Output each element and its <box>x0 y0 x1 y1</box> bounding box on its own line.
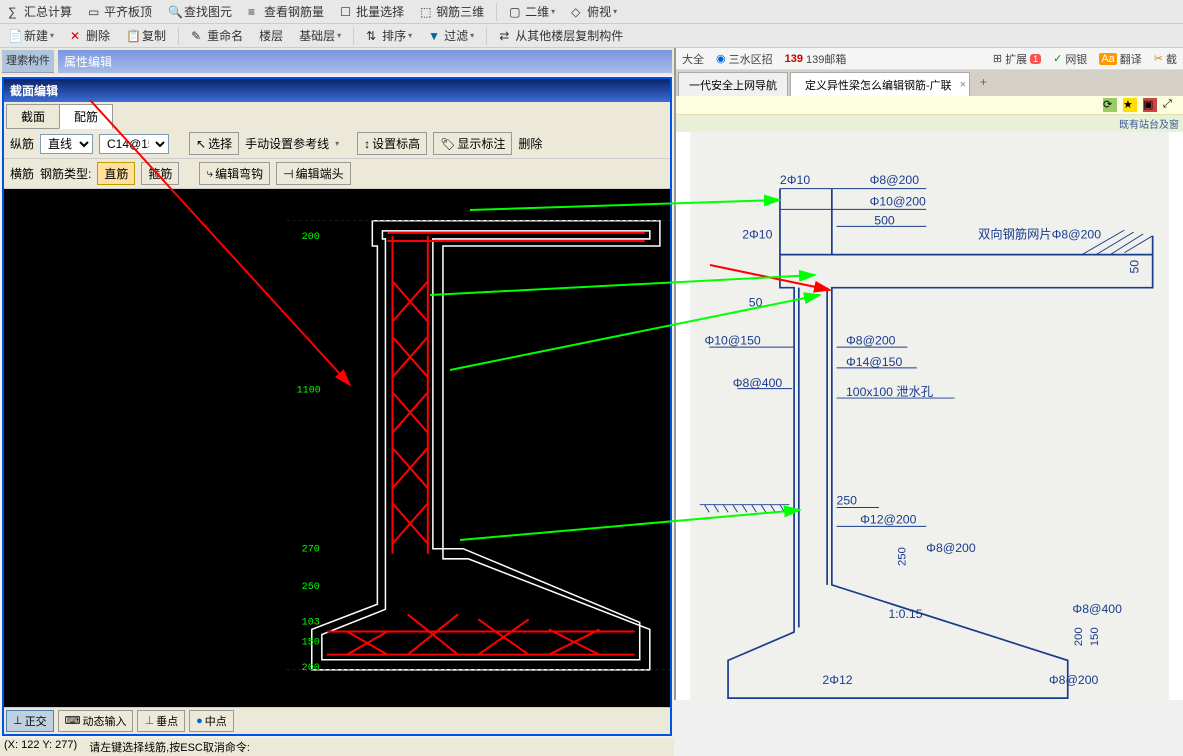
elev-btn[interactable]: ↕设置标高 <box>357 132 427 155</box>
svg-text:Φ8@200: Φ8@200 <box>1049 673 1099 687</box>
tab-close-icon[interactable]: × <box>960 79 966 91</box>
ext-translate[interactable]: Aa翻译 <box>1099 51 1141 67</box>
transbar-label: 横筋 <box>10 165 34 182</box>
dialog-tabs: 截面 配筋 <box>4 102 670 129</box>
svg-text:250: 250 <box>896 547 908 566</box>
browser-ext-bar: 大全 ◉三水区招 139139邮箱 ⊞扩展1 ✓网银 Aa翻译 ✂截 <box>676 48 1183 70</box>
main-toolbar-1: ∑汇总计算 ▭平齐板顶 🔍查找图元 ≡查看钢筋量 ☐批量选择 ⬚钢筋三维 ▢二维… <box>0 0 1183 24</box>
svg-text:Φ14@150: Φ14@150 <box>846 355 902 369</box>
tb-filter[interactable]: ▼过滤▾ <box>424 26 478 45</box>
svg-text:103: 103 <box>302 617 320 628</box>
ortho-btn[interactable]: ⊥正交 <box>6 710 54 732</box>
svg-text:200: 200 <box>302 232 320 243</box>
svg-text:Φ8@200: Φ8@200 <box>926 541 976 555</box>
main-toolbar-2: 📄新建▾ ✕删除 📋复制 ✎重命名 楼层 基础层▾ ⇅排序▾ ▼过滤▾ ⇄从其他… <box>0 24 1183 48</box>
svg-text:Φ10@150: Φ10@150 <box>704 333 760 347</box>
svg-text:50: 50 <box>1127 260 1141 274</box>
addr-bar-hint: ⟳ ★ ▣ ⤢ <box>676 96 1183 115</box>
tb-rebar-view[interactable]: ≡查看钢筋量 <box>244 2 328 21</box>
svg-text:Φ12@200: Φ12@200 <box>860 513 916 527</box>
tb-delete[interactable]: ✕删除 <box>66 26 114 45</box>
tb-copy-from[interactable]: ⇄从其他楼层复制构件 <box>495 26 627 45</box>
tb-new[interactable]: 📄新建▾ <box>4 26 58 45</box>
tb-view-persp[interactable]: ◇俯视▾ <box>567 2 621 21</box>
section-edit-dialog: 截面编辑 截面 配筋 纵筋 直线 C14@150 ↖选择 手动设置参考线▾ ↕设… <box>2 77 672 736</box>
browser-tabs: 一代安全上网导航 定义异性梁怎么编辑钢筋-广联 × + <box>676 70 1183 96</box>
dialog-title: 截面编辑 <box>4 79 670 102</box>
svg-text:100x100 泄水孔: 100x100 泄水孔 <box>846 385 933 399</box>
svg-text:150: 150 <box>1089 627 1101 646</box>
tab-rebar[interactable]: 配筋 <box>59 104 113 129</box>
tb-floor[interactable]: 楼层 <box>255 26 287 45</box>
svg-text:双向钢筋网片Φ8@200: 双向钢筋网片Φ8@200 <box>978 227 1101 242</box>
svg-text:200: 200 <box>1073 627 1085 646</box>
coord-display: (X: 122 Y: 277) <box>4 739 77 755</box>
svg-text:Φ10@200: Φ10@200 <box>870 195 926 209</box>
left-panel: 理索构件 属性编辑 截面编辑 截面 配筋 纵筋 直线 C14@150 ↖选择 手… <box>0 48 676 700</box>
mid-btn[interactable]: ●中点 <box>189 710 234 732</box>
svg-text:Φ8@400: Φ8@400 <box>1072 602 1122 616</box>
select-btn[interactable]: ↖选择 <box>189 132 239 155</box>
svg-text:150: 150 <box>302 638 320 649</box>
tool-row-2: 横筋 钢筋类型: 直筋 箍筋 ⤷编辑弯钩 ⊣编辑端头 <box>4 159 670 189</box>
tb-calc[interactable]: ∑汇总计算 <box>4 2 76 21</box>
search-hint: 理索构件 <box>2 50 54 73</box>
tb-batch[interactable]: ☐批量选择 <box>336 2 408 21</box>
browser-panel: 大全 ◉三水区招 139139邮箱 ⊞扩展1 ✓网银 Aa翻译 ✂截 一代安全上… <box>676 48 1183 700</box>
svg-text:50: 50 <box>749 296 763 310</box>
line-type-select[interactable]: 直线 <box>40 134 93 154</box>
svg-text:1:0.15: 1:0.15 <box>888 607 922 621</box>
manual-ref[interactable]: 手动设置参考线 <box>245 135 329 152</box>
tool-row-1: 纵筋 直线 C14@150 ↖选择 手动设置参考线▾ ↕设置标高 🏷显示标注 删… <box>4 129 670 159</box>
svg-text:Φ8@200: Φ8@200 <box>846 333 896 347</box>
cad-canvas[interactable]: 200 1100 270 250 103 150 200 <box>4 189 670 707</box>
show-annot-btn[interactable]: 🏷显示标注 <box>433 132 512 155</box>
svg-text:2Φ10: 2Φ10 <box>780 173 810 187</box>
rebar-type-label: 钢筋类型: <box>40 165 91 182</box>
ext-sanshui[interactable]: ◉三水区招 <box>716 51 773 67</box>
tb-flat[interactable]: ▭平齐板顶 <box>84 2 156 21</box>
svg-text:250: 250 <box>837 494 858 508</box>
dyn-input-btn[interactable]: ⌨动态输入 <box>58 710 134 732</box>
stirrup-btn[interactable]: 箍筋 <box>141 162 179 185</box>
tb-rename[interactable]: ✎重命名 <box>187 26 247 45</box>
spec-select[interactable]: C14@150 <box>99 134 169 154</box>
svg-text:200: 200 <box>302 663 320 674</box>
prop-title: 属性编辑 <box>58 50 672 73</box>
delete-link[interactable]: 删除 <box>518 135 542 152</box>
tb-copy[interactable]: 📋复制 <box>122 26 170 45</box>
ext-bank[interactable]: ✓网银 <box>1053 51 1087 67</box>
browser-tab-2[interactable]: 定义异性梁怎么编辑钢筋-广联 × <box>790 72 970 96</box>
svg-text:500: 500 <box>874 213 895 227</box>
tb-baselayer[interactable]: 基础层▾ <box>295 26 345 45</box>
straight-btn[interactable]: 直筋 <box>97 162 135 185</box>
tb-view-2d[interactable]: ▢二维▾ <box>505 2 559 21</box>
ext-139[interactable]: 139139邮箱 <box>785 51 847 67</box>
longbar-label: 纵筋 <box>10 135 34 152</box>
svg-text:250: 250 <box>302 582 320 593</box>
tab-add-btn[interactable]: + <box>972 72 995 96</box>
draw-header: 既有站台及窗 <box>676 115 1183 132</box>
svg-text:Φ8@400: Φ8@400 <box>733 376 783 390</box>
browser-content[interactable]: 既有站台及窗 <box>676 115 1183 700</box>
edit-hook-btn[interactable]: ⤷编辑弯钩 <box>199 162 270 185</box>
ext-shot[interactable]: ✂截 <box>1154 51 1177 67</box>
perp-btn[interactable]: ⊥垂点 <box>137 710 185 732</box>
edit-end-btn[interactable]: ⊣编辑端头 <box>276 162 350 185</box>
tab-section[interactable]: 截面 <box>6 104 60 129</box>
ext-expand[interactable]: ⊞扩展1 <box>993 51 1041 67</box>
svg-text:Φ8@200: Φ8@200 <box>870 173 920 187</box>
cmd-hint: 请左键选择线筋,按ESC取消命令: <box>89 739 250 755</box>
browser-tab-1[interactable]: 一代安全上网导航 <box>678 72 788 96</box>
svg-text:1100: 1100 <box>297 385 321 396</box>
ext-daquan[interactable]: 大全 <box>682 51 704 67</box>
tb-find[interactable]: 🔍查找图元 <box>164 2 236 21</box>
svg-text:2Φ10: 2Φ10 <box>742 228 772 242</box>
tb-sort[interactable]: ⇅排序▾ <box>362 26 416 45</box>
svg-text:2Φ12: 2Φ12 <box>822 673 852 687</box>
svg-text:270: 270 <box>302 545 320 556</box>
status-bar: ⊥正交 ⌨动态输入 ⊥垂点 ●中点 <box>4 707 670 734</box>
tb-3d[interactable]: ⬚钢筋三维 <box>416 2 488 21</box>
